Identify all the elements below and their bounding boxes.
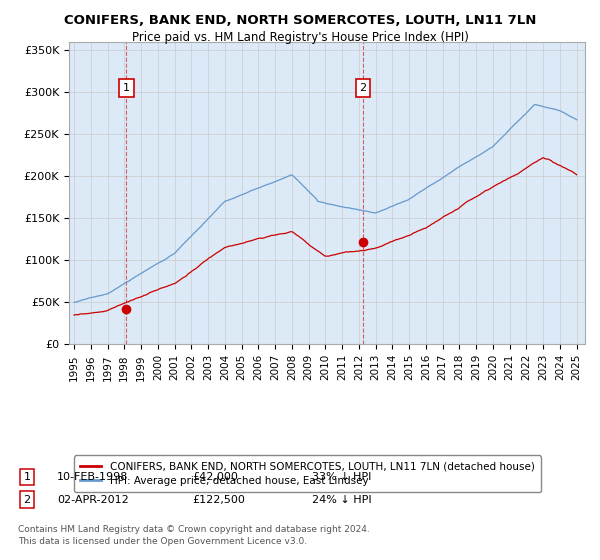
Text: 24% ↓ HPI: 24% ↓ HPI xyxy=(312,494,371,505)
Text: 2: 2 xyxy=(359,83,367,93)
Text: 2: 2 xyxy=(23,494,31,505)
Legend: CONIFERS, BANK END, NORTH SOMERCOTES, LOUTH, LN11 7LN (detached house), HPI: Ave: CONIFERS, BANK END, NORTH SOMERCOTES, LO… xyxy=(74,455,541,492)
Text: CONIFERS, BANK END, NORTH SOMERCOTES, LOUTH, LN11 7LN: CONIFERS, BANK END, NORTH SOMERCOTES, LO… xyxy=(64,14,536,27)
Text: 10-FEB-1998: 10-FEB-1998 xyxy=(57,472,128,482)
Text: 33% ↓ HPI: 33% ↓ HPI xyxy=(312,472,371,482)
Text: £42,000: £42,000 xyxy=(192,472,238,482)
Text: 1: 1 xyxy=(23,472,31,482)
Text: £122,500: £122,500 xyxy=(192,494,245,505)
Text: 1: 1 xyxy=(123,83,130,93)
Text: Price paid vs. HM Land Registry's House Price Index (HPI): Price paid vs. HM Land Registry's House … xyxy=(131,31,469,44)
Text: Contains HM Land Registry data © Crown copyright and database right 2024.
This d: Contains HM Land Registry data © Crown c… xyxy=(18,525,370,546)
Text: 02-APR-2012: 02-APR-2012 xyxy=(57,494,129,505)
